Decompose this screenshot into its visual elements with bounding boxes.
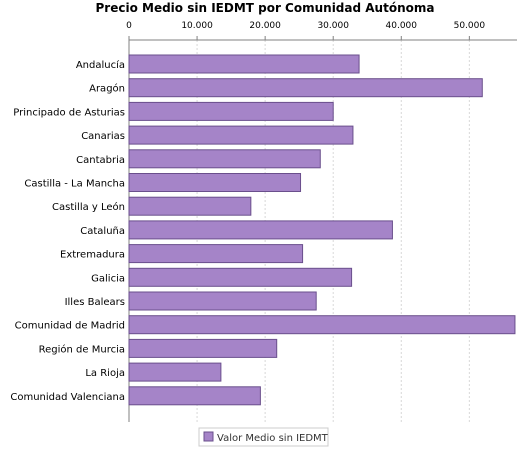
bar bbox=[128, 244, 304, 264]
category-label: Región de Murcia bbox=[39, 343, 125, 355]
category-label: Castilla y León bbox=[52, 201, 125, 213]
bar bbox=[128, 338, 278, 358]
bar bbox=[128, 78, 483, 98]
x-tick-label: 40.000 bbox=[386, 21, 418, 31]
category-label: La Rioja bbox=[85, 368, 125, 379]
bar bbox=[128, 54, 360, 74]
category-label: Canarias bbox=[81, 131, 125, 142]
bar bbox=[128, 173, 302, 192]
bar bbox=[128, 149, 321, 169]
bar bbox=[128, 101, 334, 121]
x-tick-label: 20.000 bbox=[249, 21, 281, 31]
category-label: Extremadura bbox=[60, 250, 125, 261]
bar bbox=[128, 220, 393, 240]
bar bbox=[128, 386, 261, 406]
bar bbox=[128, 291, 317, 311]
category-label: Comunidad de Madrid bbox=[15, 321, 125, 332]
bar bbox=[128, 362, 222, 382]
x-tick-label: 0 bbox=[126, 21, 132, 31]
bar bbox=[128, 125, 354, 145]
category-label: Aragón bbox=[89, 83, 125, 95]
category-label: Castilla - La Mancha bbox=[24, 179, 125, 190]
x-tick-label: 30.000 bbox=[317, 21, 349, 31]
legend-swatch bbox=[203, 431, 214, 442]
category-labels: Andalucía Aragón Principado de Asturias Can… bbox=[10, 59, 125, 403]
legend-label: Valor Medio sin IEDMT bbox=[217, 433, 329, 444]
category-label: Comunidad Valenciana bbox=[10, 392, 125, 403]
bar bbox=[128, 315, 516, 335]
category-label: Illes Balears bbox=[65, 297, 125, 308]
category-label: Galicia bbox=[91, 273, 125, 284]
category-label: Cantabria bbox=[76, 155, 125, 166]
bar bbox=[128, 196, 252, 216]
axes: 0 10.000 20.000 30.000 40.000 50.000 bbox=[126, 21, 517, 422]
bars bbox=[128, 54, 516, 406]
category-label: Andalucía bbox=[76, 59, 125, 71]
category-label: Principado de Asturias bbox=[13, 107, 125, 118]
bar bbox=[128, 267, 353, 287]
chart-title: Precio Medio sin IEDMT por Comunidad Aut… bbox=[96, 1, 435, 15]
legend: Valor Medio sin IEDMT bbox=[198, 427, 329, 447]
x-tick-label: 10.000 bbox=[181, 21, 213, 31]
x-tick-label: 50.000 bbox=[454, 21, 486, 31]
legend-frame bbox=[198, 427, 329, 447]
category-label: Cataluña bbox=[80, 226, 125, 237]
